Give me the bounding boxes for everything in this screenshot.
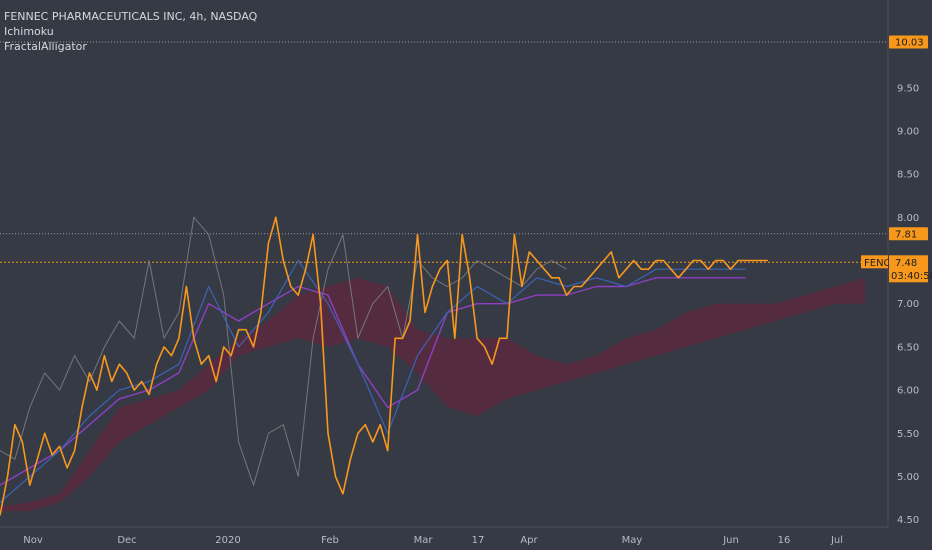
x-tick-label: Jul — [830, 535, 843, 546]
chart-legend: FENNEC PHARMACEUTICALS INC, 4h, NASDAQ I… — [4, 9, 257, 54]
x-tick-label: 17 — [472, 535, 485, 546]
x-tick-label: Dec — [117, 535, 136, 546]
y-tick-label: 9.50 — [897, 83, 919, 94]
bar-countdown: 03:40:50 — [891, 271, 932, 282]
conversion-line — [0, 259, 746, 503]
price-tag-level-bg — [889, 227, 928, 241]
price-line — [0, 216, 768, 516]
y-tick-label: 7.00 — [897, 299, 919, 310]
last-price-tag-bg — [889, 255, 928, 283]
x-tick-label: Mar — [414, 535, 434, 546]
symbol-tag: FENC — [864, 258, 891, 269]
x-tick-label: Feb — [321, 535, 339, 546]
price-tag-high: 10.03 — [895, 38, 924, 49]
x-tick-label: Apr — [520, 535, 538, 546]
y-tick-label: 6.50 — [897, 342, 919, 353]
y-tick-label: 9.00 — [897, 127, 919, 138]
y-tick-label: 8.50 — [897, 170, 919, 181]
y-tick-label: 4.50 — [897, 515, 919, 526]
x-tick-label: 2020 — [215, 535, 240, 546]
x-tick-label: May — [622, 535, 643, 546]
indicator-fractal-alligator[interactable]: FractalAlligator — [4, 40, 87, 53]
y-tick-label: 6.00 — [897, 386, 919, 397]
price-tag-high-bg — [889, 35, 928, 49]
x-tick-label: Jun — [722, 535, 739, 546]
symbol-tag-bg — [861, 255, 888, 269]
x-tick-label: 16 — [778, 535, 791, 546]
ichimoku-cloud — [0, 277, 865, 512]
lagging-span-line — [0, 216, 567, 486]
x-tick-label: Nov — [23, 535, 43, 546]
base-line — [0, 277, 746, 486]
y-tick-label: 5.00 — [897, 472, 919, 483]
y-tick-label: 5.50 — [897, 429, 919, 440]
y-tick-label: 8.00 — [897, 213, 919, 224]
price-tag-level: 7.81 — [895, 229, 917, 240]
last-price-tag: 7.48 — [895, 258, 917, 269]
chart-title: FENNEC PHARMACEUTICALS INC, 4h, NASDAQ — [4, 10, 258, 23]
indicator-ichimoku[interactable]: Ichimoku — [4, 25, 54, 38]
